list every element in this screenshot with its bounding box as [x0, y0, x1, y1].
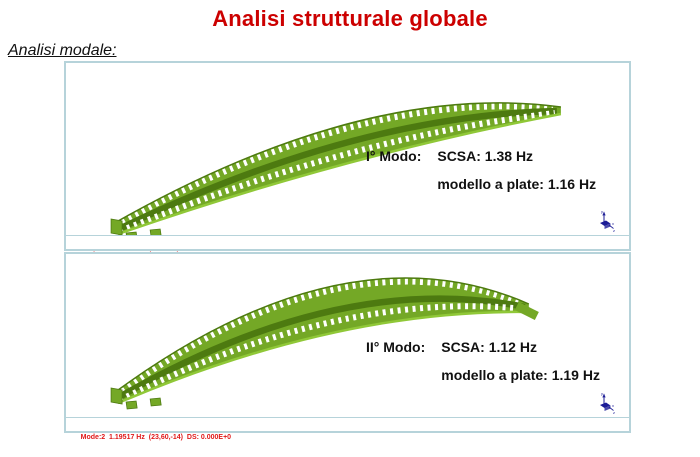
- plate-frequency: modello a plate: 1.16 Hz: [437, 176, 597, 192]
- plate-frequency: modello a plate: 1.19 Hz: [441, 367, 600, 383]
- mode-label: I° Modo:: [366, 148, 422, 164]
- status-bar-mode1: Mode:1 1.16226 Hz (22,52,-6) DS: 0.000E+…: [66, 235, 629, 259]
- svg-text:x: x: [612, 221, 614, 226]
- axis-triad-icon: y x z: [600, 391, 615, 415]
- scsa-frequency: SCSA: 1.12 Hz: [441, 339, 537, 355]
- status-bar-mode2: Mode:2 1.19517 Hz (23,60,-14) DS: 0.000E…: [66, 417, 629, 441]
- model-viewport-mode1: I° Modo: SCSA: 1.38 Hz modello a plate: …: [66, 63, 629, 235]
- svg-text:z: z: [613, 228, 615, 233]
- bridge-model-mode2: [110, 277, 539, 410]
- section-heading: Analisi modale:: [8, 42, 117, 59]
- svg-text:y: y: [601, 391, 603, 396]
- svg-text:z: z: [613, 410, 615, 415]
- axis-triad-icon: y x z: [600, 209, 615, 233]
- svg-text:y: y: [601, 209, 603, 214]
- mode1-annotation: I° Modo: SCSA: 1.38 Hz modello a plate: …: [366, 149, 596, 192]
- scsa-frequency: SCSA: 1.38 Hz: [437, 148, 534, 164]
- fem-viewport-mode1: I° Modo: SCSA: 1.38 Hz modello a plate: …: [64, 61, 631, 259]
- page-title: Analisi strutturale globale: [212, 6, 488, 31]
- model-viewport-mode2: II° Modo: SCSA: 1.12 Hz modello a plate:…: [66, 254, 629, 417]
- mode2-annotation: II° Modo: SCSA: 1.12 Hz modello a plate:…: [366, 340, 600, 383]
- mode-label: II° Modo:: [366, 339, 426, 355]
- bridge-model-mode1: [110, 102, 562, 235]
- fem-viewport-mode2: II° Modo: SCSA: 1.12 Hz modello a plate:…: [64, 252, 631, 441]
- svg-text:x: x: [612, 403, 614, 408]
